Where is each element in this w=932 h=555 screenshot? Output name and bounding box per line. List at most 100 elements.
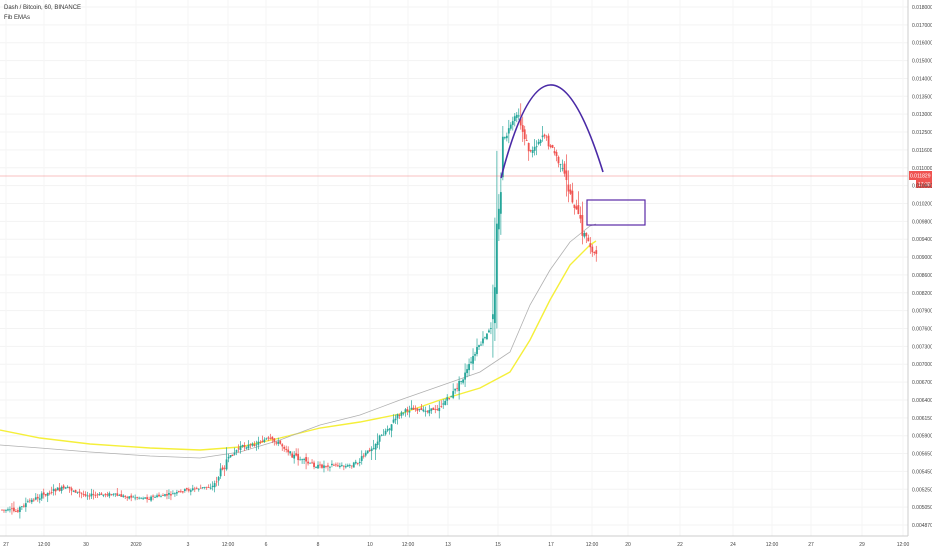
candle-body — [122, 495, 125, 497]
candle-body — [553, 151, 556, 154]
candle-body — [66, 486, 69, 488]
candle-body — [100, 493, 103, 495]
candle-body — [261, 440, 264, 443]
candle-body — [176, 492, 178, 494]
candle-body — [209, 487, 212, 489]
candle-body — [90, 493, 93, 497]
candle-body — [456, 387, 459, 389]
candle-body — [259, 442, 262, 444]
price-badge-text: 0.011829 — [910, 174, 931, 180]
candle-body — [5, 510, 7, 511]
candle-body — [418, 409, 421, 411]
candle-body — [382, 434, 385, 436]
candle-body — [384, 430, 387, 435]
candle-body — [181, 491, 184, 493]
candle-body — [476, 347, 478, 355]
candle-body — [203, 486, 206, 488]
candle-body — [295, 453, 298, 456]
candle-body — [76, 491, 79, 493]
candle-body — [217, 477, 220, 481]
candle-body — [44, 494, 47, 496]
y-tick-label: 0.011600 — [912, 148, 932, 154]
x-tick-label: 30 — [83, 542, 89, 548]
countdown-text: 17:36 — [918, 182, 931, 188]
candle-body — [179, 490, 182, 492]
candle-body — [416, 408, 419, 411]
candle-body — [408, 410, 411, 413]
candle-body — [535, 146, 538, 148]
candle-body — [478, 345, 480, 347]
x-tick-label: 12:00 — [402, 542, 415, 548]
symbol-title[interactable]: Dash / Bitcoin, 60, BINANCE — [4, 5, 82, 11]
candle-body — [40, 493, 43, 499]
candle-body — [80, 492, 83, 494]
candle-body — [486, 333, 488, 340]
candle-body — [164, 494, 166, 496]
arc-annotation — [500, 84, 604, 179]
x-tick-label: 20 — [625, 542, 631, 548]
candle-body — [507, 128, 510, 134]
candle-body — [112, 494, 115, 496]
candle-body — [372, 448, 375, 449]
candle-body — [207, 487, 210, 488]
candle-body — [527, 143, 530, 152]
y-tick-label: 0.016000 — [912, 41, 932, 47]
candle-body — [68, 486, 71, 489]
candle-body — [3, 509, 5, 511]
candle-body — [311, 462, 313, 464]
indicator-title[interactable]: Fib EMAs — [4, 15, 31, 21]
candle-body — [360, 456, 363, 461]
candle-body — [56, 487, 59, 491]
candle-body — [497, 208, 500, 230]
candle-body — [94, 494, 97, 496]
candle-body — [313, 462, 315, 468]
y-tick-label: 0.006700 — [912, 380, 932, 386]
candle-body — [11, 508, 13, 510]
candle-body — [563, 163, 566, 174]
candle-body — [501, 136, 504, 178]
candle-body — [327, 465, 329, 467]
candle-body — [490, 328, 492, 329]
candle-body — [231, 454, 234, 456]
y-tick-label: 0.013000 — [912, 112, 932, 118]
candle-body — [579, 214, 582, 219]
candle-body — [185, 488, 188, 490]
candle-body — [515, 114, 518, 118]
candle-body — [404, 409, 407, 413]
candle-body — [249, 444, 252, 446]
candle-body — [547, 135, 550, 147]
candle-body — [174, 493, 176, 495]
candle-body — [366, 450, 369, 454]
y-tick-label: 0.012500 — [912, 130, 932, 136]
candle-body — [219, 468, 222, 477]
y-tick-label: 0.007900 — [912, 309, 932, 315]
candle-body — [583, 233, 586, 237]
candle-body — [370, 448, 373, 452]
candle-body — [344, 466, 347, 468]
candle-body — [146, 497, 148, 500]
candle-body — [303, 459, 306, 460]
candle-body — [368, 449, 371, 452]
candle-body — [138, 497, 141, 499]
candle-body — [305, 457, 307, 462]
candle-body — [321, 464, 323, 468]
candle-body — [225, 459, 228, 470]
candle-body — [54, 489, 57, 492]
candle-body — [448, 398, 451, 399]
candle-body — [60, 487, 63, 491]
candle-body — [106, 494, 109, 496]
candle-body — [42, 492, 45, 495]
candle-body — [545, 136, 548, 138]
candle-body — [323, 465, 325, 468]
candle-body — [454, 388, 457, 391]
annotations[interactable]: 0.011829 17:36 — [0, 84, 932, 226]
y-tick-label: 0.005650 — [912, 452, 932, 458]
y-tick-label: 0.005250 — [912, 487, 932, 493]
candle-body — [549, 145, 552, 148]
candle-body — [267, 437, 270, 439]
candle-body — [537, 141, 540, 145]
candle-body — [432, 407, 435, 410]
candle-body — [390, 424, 393, 431]
